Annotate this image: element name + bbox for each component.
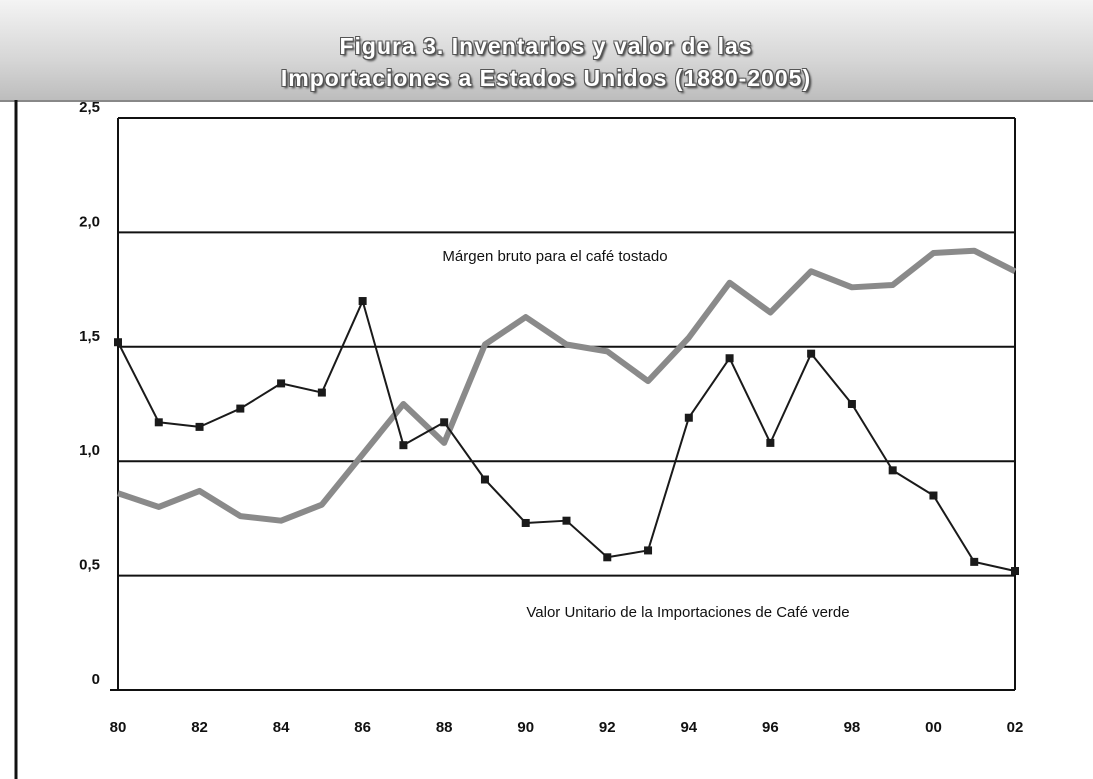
x-tick-label: 90 bbox=[517, 719, 534, 736]
point-marker bbox=[114, 338, 122, 347]
point-marker bbox=[440, 418, 449, 427]
point-marker bbox=[195, 422, 204, 431]
point-marker bbox=[603, 553, 612, 562]
y-tick-label: 2,0 bbox=[79, 213, 100, 230]
point-marker bbox=[725, 354, 734, 363]
x-tick-label: 88 bbox=[436, 719, 453, 736]
point-marker bbox=[970, 557, 979, 566]
x-tick-label: 82 bbox=[191, 719, 208, 736]
x-tick-label: 94 bbox=[680, 719, 697, 736]
x-tick-label: 86 bbox=[354, 719, 371, 736]
point-marker bbox=[399, 441, 408, 450]
point-marker bbox=[847, 400, 856, 408]
x-tick-label: 80 bbox=[110, 719, 127, 736]
point-marker bbox=[807, 349, 816, 358]
x-tick-label: 84 bbox=[273, 719, 290, 736]
y-tick-label: 2,5 bbox=[79, 99, 100, 116]
title-band bbox=[0, 0, 1093, 102]
point-marker bbox=[521, 518, 530, 527]
point-marker bbox=[154, 418, 163, 427]
point-marker bbox=[317, 388, 326, 397]
chart-title: Figura 3. Inventarios y valor de las Imp… bbox=[280, 33, 812, 91]
y-tick-label: 1,0 bbox=[79, 442, 100, 459]
point-marker bbox=[644, 546, 653, 555]
series-line bbox=[117, 247, 1017, 524]
x-tick-label: 92 bbox=[599, 719, 616, 736]
point-marker bbox=[358, 297, 367, 306]
point-marker bbox=[929, 491, 938, 500]
x-tick-label: 96 bbox=[762, 719, 779, 736]
x-tick-label: 00 bbox=[925, 719, 942, 736]
point-marker bbox=[684, 413, 693, 422]
point-marker bbox=[480, 475, 489, 484]
x-tick-label: 02 bbox=[1007, 719, 1024, 736]
point-marker bbox=[888, 466, 897, 475]
x-tick-label: 98 bbox=[844, 719, 861, 736]
point-marker bbox=[562, 516, 571, 525]
point-marker bbox=[766, 438, 775, 447]
y-tick-label: 0 bbox=[92, 671, 100, 688]
point-marker bbox=[277, 379, 286, 388]
point-marker bbox=[236, 404, 245, 413]
point-marker bbox=[1011, 567, 1019, 576]
y-tick-label: 0,5 bbox=[79, 557, 100, 574]
y-tick-label: 1,5 bbox=[79, 328, 100, 345]
series-label: Valor Unitario de la Importaciones de Ca… bbox=[526, 604, 849, 621]
series-label: Márgen bruto para el café tostado bbox=[442, 248, 667, 265]
